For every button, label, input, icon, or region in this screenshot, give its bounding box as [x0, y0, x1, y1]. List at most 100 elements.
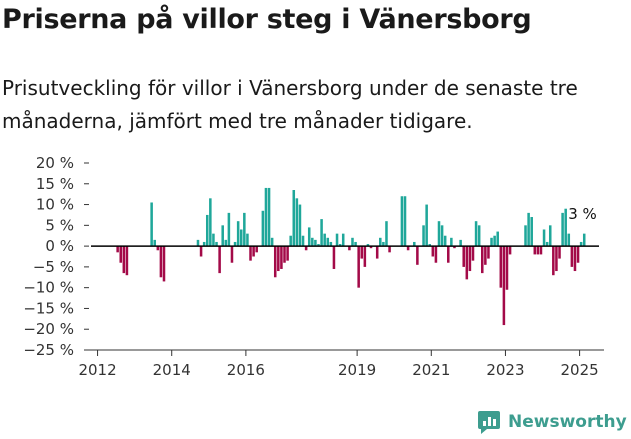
- x-tick-label: 2012: [78, 361, 116, 379]
- bar: [301, 235, 305, 247]
- bar: [215, 241, 218, 247]
- bar: [329, 241, 333, 247]
- bar: [462, 246, 465, 267]
- bar: [502, 246, 506, 326]
- bar: [224, 239, 228, 247]
- bar: [239, 229, 243, 247]
- bar: [116, 246, 119, 253]
- bar: [153, 239, 156, 247]
- bar: [252, 246, 255, 257]
- bar: [428, 244, 431, 247]
- bar: [233, 241, 237, 247]
- bar: [558, 246, 561, 259]
- bar: [292, 190, 296, 247]
- bar: [447, 246, 450, 263]
- bar: [341, 233, 345, 247]
- x-tick-label: 2023: [486, 361, 524, 379]
- bar: [406, 246, 410, 251]
- bar: [542, 229, 546, 247]
- bar: [440, 225, 444, 247]
- bar: [533, 246, 537, 255]
- bar: [490, 237, 493, 247]
- bar: [304, 246, 308, 251]
- bar: [320, 219, 323, 247]
- bar: [555, 246, 558, 272]
- bar: [434, 246, 438, 263]
- bar: [283, 246, 286, 263]
- bar: [416, 246, 419, 265]
- bar: [484, 246, 487, 265]
- bar: [496, 231, 499, 247]
- bar: [579, 241, 583, 247]
- y-tick-label: 5 %: [45, 216, 74, 234]
- bar: [576, 246, 580, 263]
- y-tick-label: 0 %: [45, 237, 74, 255]
- bar: [363, 246, 367, 267]
- bar: [295, 198, 299, 247]
- bar: [323, 233, 326, 247]
- bar: [277, 246, 280, 272]
- bar: [243, 212, 246, 247]
- bar: [375, 246, 379, 259]
- bar: [326, 237, 330, 247]
- chart-subtitle: Prisutveckling för villor i Vänersborg u…: [2, 76, 578, 133]
- bar: [474, 221, 478, 247]
- bar: [487, 246, 490, 259]
- bar: [307, 227, 311, 247]
- bar: [314, 239, 317, 247]
- bar: [227, 212, 231, 247]
- chart-title: Priserna på villor steg i Vänersborg: [2, 4, 532, 35]
- bar: [450, 237, 453, 247]
- bar: [209, 198, 212, 247]
- x-tick-label: 2019: [338, 361, 376, 379]
- bar: [156, 246, 160, 251]
- bar: [221, 225, 224, 247]
- y-tick-label: 10 %: [36, 196, 74, 214]
- bar: [573, 246, 577, 272]
- bar: [317, 244, 320, 247]
- bar: [338, 244, 342, 247]
- bar: [468, 246, 472, 272]
- bar: [311, 237, 314, 247]
- bar: [453, 246, 456, 249]
- bar: [150, 202, 153, 247]
- bar: [280, 246, 283, 269]
- bar: [481, 246, 484, 274]
- x-tick-label: 2025: [561, 361, 599, 379]
- bar: [196, 239, 200, 247]
- bar: [249, 246, 252, 261]
- bar: [552, 246, 555, 276]
- y-tick-label: −25 %: [23, 341, 74, 359]
- bar: [125, 246, 129, 276]
- bar: [536, 246, 540, 255]
- bar: [567, 233, 571, 247]
- y-tick-label: −5 %: [33, 258, 74, 276]
- bar: [205, 214, 209, 247]
- bar: [199, 246, 203, 257]
- bar: [122, 246, 126, 274]
- bar: [335, 233, 339, 247]
- bar: [422, 225, 425, 247]
- bar: [545, 241, 549, 247]
- bar: [548, 225, 552, 247]
- bar: [431, 246, 435, 257]
- bar: [212, 233, 215, 247]
- last-value-label: 3 %: [568, 205, 597, 223]
- y-tick-label: −10 %: [23, 279, 74, 297]
- bar: [505, 246, 509, 290]
- bar: [471, 246, 475, 261]
- bar: [369, 246, 373, 249]
- brand-name: Newsworthy: [508, 412, 627, 432]
- bar: [218, 246, 221, 274]
- bar: [298, 204, 302, 247]
- bar: [459, 239, 462, 247]
- y-tick-label: 20 %: [36, 154, 74, 172]
- bar: [443, 235, 447, 247]
- bar: [246, 233, 249, 247]
- bar: [332, 246, 336, 269]
- bar: [255, 246, 258, 253]
- bar: [202, 241, 206, 247]
- bar: [162, 246, 166, 282]
- bar: [261, 210, 265, 247]
